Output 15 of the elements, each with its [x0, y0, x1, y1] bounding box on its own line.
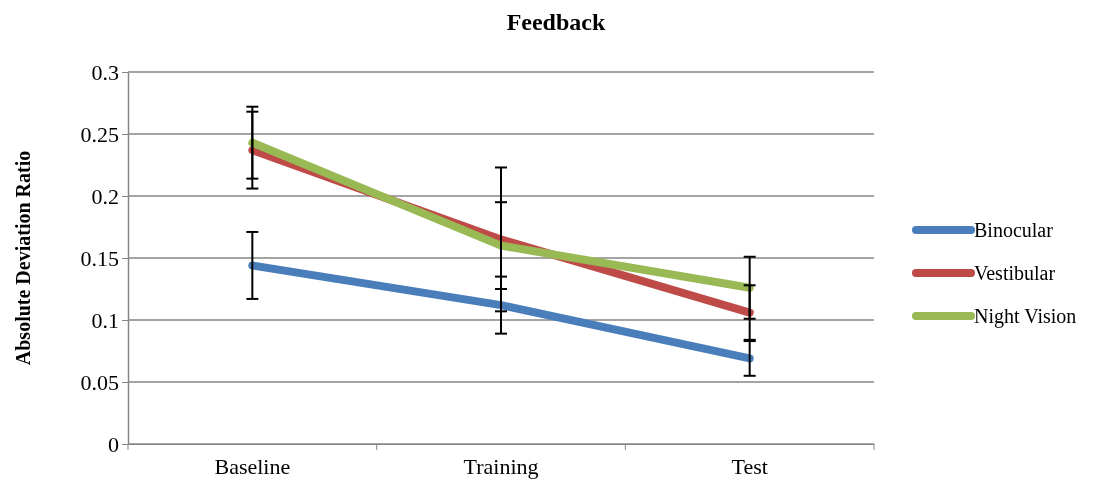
y-tick-label: 0: [108, 431, 119, 457]
y-axis-title: Absolute Deviation Ratio: [12, 150, 34, 366]
x-tick-label: Test: [731, 453, 768, 479]
legend-label: Vestibular: [974, 262, 1056, 284]
y-tick-label: 0.15: [80, 245, 119, 271]
legend-label: Night Vision: [974, 305, 1077, 328]
y-tick-label: 0.1: [91, 307, 119, 333]
x-tick-label: Baseline: [214, 453, 291, 479]
legend-label: Binocular: [974, 219, 1054, 241]
y-tick-label: 0.05: [80, 369, 119, 395]
chart-title: Feedback: [506, 9, 606, 35]
y-tick-label: 0.3: [91, 59, 119, 85]
x-tick-label: Training: [463, 453, 539, 479]
y-tick-label: 0.2: [91, 183, 119, 209]
y-tick-label: 0.25: [80, 121, 119, 147]
